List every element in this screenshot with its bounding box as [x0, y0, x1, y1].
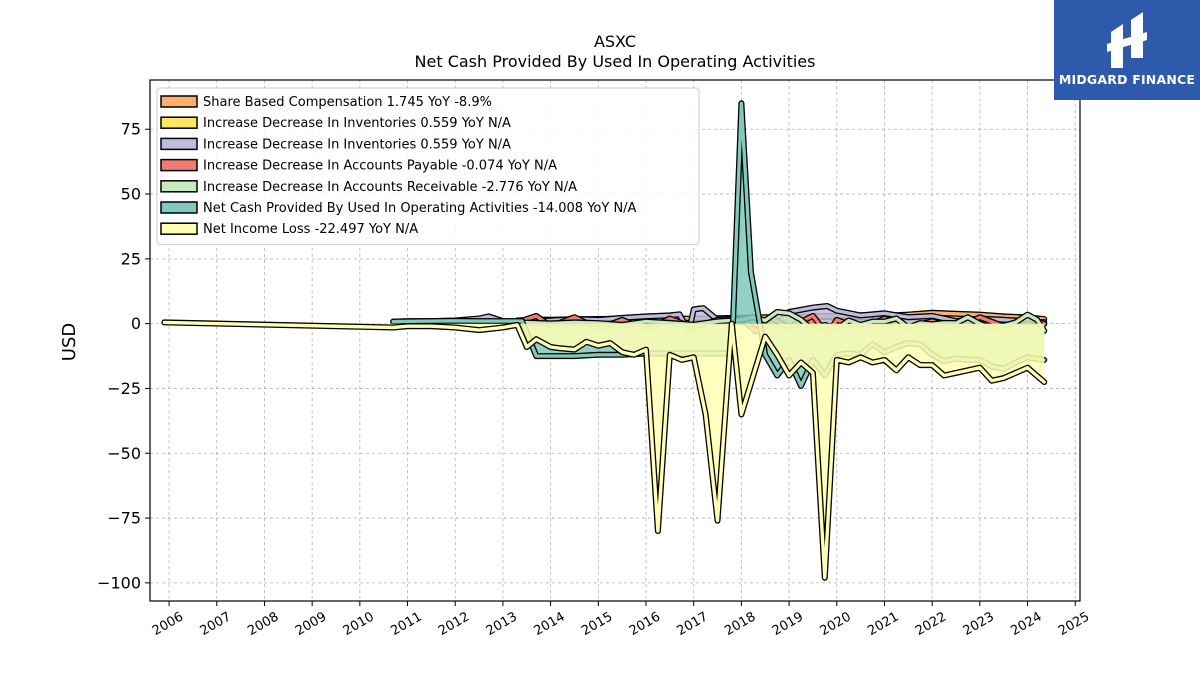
y-tick-label: −25: [107, 379, 141, 398]
x-tick-label: 2007: [198, 609, 234, 639]
x-tick-label: 2016: [627, 609, 663, 639]
legend-swatch: [160, 222, 198, 235]
legend-swatch: [160, 95, 198, 108]
x-tick-label: 2023: [961, 609, 997, 639]
x-tick-label: 2017: [675, 609, 711, 639]
x-tick-label: 2022: [913, 609, 949, 639]
legend: Share Based Compensation 1.745 YoY -8.9%…: [156, 87, 700, 245]
x-tick-label: 2019: [770, 609, 806, 639]
series-area-4: [517, 312, 1045, 331]
y-tick-label: −50: [107, 444, 141, 463]
legend-swatch: [160, 116, 198, 129]
x-axis-ticks: 2006 2007 2008 2009 2010 2011 2012 2013 2014 2015…: [150, 601, 1092, 639]
legend-box: [156, 87, 700, 245]
x-tick-label: 2018: [722, 609, 758, 639]
series-line-6: [162, 320, 1046, 580]
x-tick-label: 2015: [579, 609, 615, 639]
y-tick-label: 75: [121, 120, 141, 139]
x-tick-label: 2021: [865, 609, 901, 639]
brand-name: MIDGARD FINANCE: [1058, 72, 1196, 87]
y-tick-label: 25: [121, 249, 141, 268]
y-axis-ticks: 75 50 25 0 −25 −50 −75 −100: [97, 120, 150, 592]
x-tick-label: 2008: [245, 609, 281, 639]
legend-swatch: [160, 180, 198, 193]
plot-frame: [149, 79, 1081, 602]
y-tick-label: −100: [97, 573, 141, 592]
chart-subtitle: Net Cash Provided By Used In Operating A…: [415, 52, 816, 71]
legend-label: Increase Decrease In Accounts Payable -0…: [203, 159, 557, 174]
legend-swatch: [160, 137, 198, 151]
legend-label: Share Based Compensation 1.745 YoY -8.9%: [203, 95, 492, 110]
brand-logo: MIDGARD FINANCE: [1054, 0, 1200, 100]
x-tick-label: 2014: [531, 609, 567, 639]
x-tick-label: 2013: [484, 609, 520, 639]
series-area-6: [164, 322, 1045, 578]
y-axis-label: USD: [59, 323, 80, 361]
legend-label: Increase Decrease In Inventories 0.559 Y…: [203, 116, 511, 131]
x-tick-label: 2011: [388, 609, 424, 639]
x-tick-label: 2020: [818, 609, 854, 639]
legend-label: Net Cash Provided By Used In Operating A…: [203, 201, 637, 216]
x-tick-label: 2006: [150, 609, 186, 639]
legend-swatch: [160, 201, 198, 214]
y-tick-label: −75: [107, 509, 141, 528]
y-tick-label: 0: [131, 314, 141, 333]
series-layer: [161, 100, 1048, 581]
x-tick-label: 2025: [1056, 609, 1092, 639]
legend-label: Net Income Loss -22.497 YoY N/A: [203, 222, 418, 237]
x-tick-label: 2010: [341, 609, 377, 639]
legend-label: Increase Decrease In Accounts Receivable…: [203, 180, 577, 195]
chart-title: ASXC: [594, 32, 636, 51]
legend-swatch: [160, 158, 198, 172]
x-tick-label: 2024: [1008, 609, 1044, 639]
brand-logo-icon: [1107, 12, 1147, 68]
y-tick-label: 50: [121, 185, 141, 204]
x-tick-label: 2012: [436, 609, 472, 639]
x-tick-label: 2009: [293, 609, 329, 639]
legend-label: Increase Decrease In Inventories 0.559 Y…: [203, 137, 511, 152]
